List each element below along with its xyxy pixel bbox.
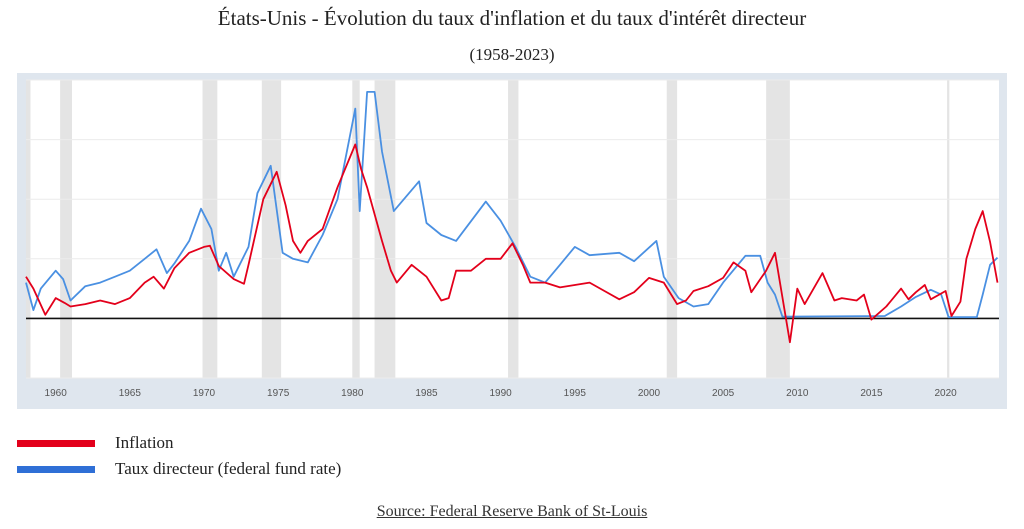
x-tick-label: 1975 [267, 388, 290, 399]
x-tick-label: 2010 [786, 388, 809, 399]
recession-band [60, 80, 72, 378]
chart-subtitle: (1958-2023) [469, 45, 555, 64]
series-line-inflation [25, 143, 999, 344]
x-tick-label: 1995 [564, 388, 587, 399]
x-tick-label: 1985 [415, 388, 438, 399]
legend-item-fed-rate: Taux directeur (federal fund rate) [17, 459, 341, 479]
chart-title: États-Unis - Évolution du taux d'inflati… [217, 6, 807, 30]
recession-band [766, 80, 790, 378]
source-link[interactable]: Source: Federal Reserve Bank of St-Louis [376, 503, 648, 520]
x-tick-label: 1960 [45, 388, 68, 399]
recession-band [508, 80, 519, 378]
recession-band [374, 80, 396, 378]
line-chart: 1960 1965 1970 1975 1980 1985 1990 1995 2000 2005… [25, 79, 999, 399]
legend-swatch-fed-rate [17, 465, 95, 473]
recession-band [352, 80, 360, 378]
recession-band [26, 80, 31, 378]
legend-label-fed-rate: Taux directeur (federal fund rate) [115, 459, 342, 478]
recession-band [666, 80, 678, 378]
chart-panel: 1960 1965 1970 1975 1980 1985 1990 1995 2000 2005… [17, 73, 1007, 409]
x-tick-label: 2005 [712, 388, 735, 399]
x-tick-label: 1990 [490, 388, 513, 399]
legend-swatch-inflation [17, 439, 95, 447]
recession-band [202, 80, 218, 378]
x-tick-label: 2015 [860, 388, 883, 399]
x-tick-label: 2000 [638, 388, 661, 399]
x-tick-label: 2020 [934, 388, 957, 399]
recession-band [261, 80, 282, 378]
x-tick-label: 1970 [193, 388, 216, 399]
x-tick-label: 1980 [341, 388, 364, 399]
series-line-fed-rate [25, 90, 999, 319]
legend-label-inflation: Inflation [115, 433, 174, 452]
x-tick-label: 1965 [119, 388, 142, 399]
legend-item-inflation: Inflation [17, 433, 174, 453]
recession-band [947, 80, 950, 378]
